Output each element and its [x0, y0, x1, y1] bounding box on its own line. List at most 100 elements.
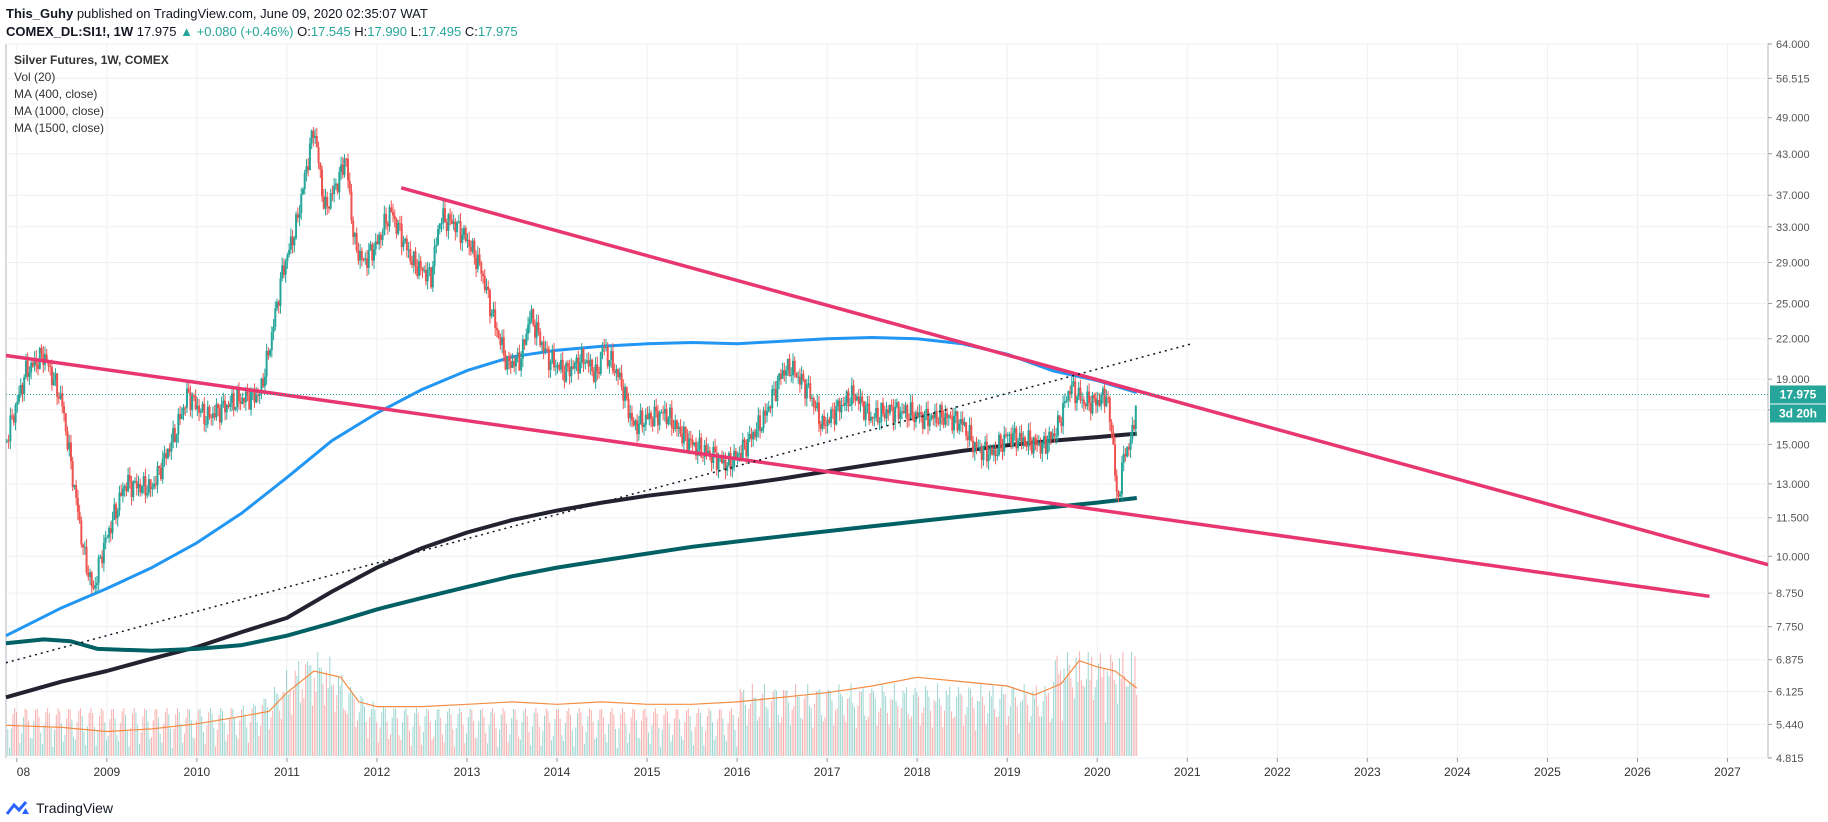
candle-body: [811, 397, 814, 399]
candle-body: [359, 251, 362, 261]
candle-body: [385, 213, 388, 224]
candle-body: [561, 359, 564, 372]
candle-body: [921, 413, 924, 429]
x-tick-label: 2027: [1714, 765, 1741, 779]
candle-body: [904, 405, 907, 414]
candle-body: [959, 419, 962, 424]
candle-body: [1115, 475, 1118, 492]
candle-body: [405, 238, 408, 251]
candle-body: [897, 402, 900, 419]
candle-body: [97, 557, 100, 584]
candle-body: [991, 447, 994, 455]
candle-body: [930, 415, 933, 420]
candle-body: [1129, 439, 1132, 450]
candle-body: [262, 378, 265, 387]
footer: TradingView: [6, 800, 113, 816]
candle-body: [487, 286, 490, 291]
candle-body: [797, 376, 800, 378]
candle-body: [78, 512, 81, 521]
x-tick-label: 2016: [724, 765, 751, 779]
candle-body: [1018, 432, 1021, 441]
candle-body: [30, 362, 33, 373]
candle-body: [573, 362, 576, 369]
candle-body: [843, 402, 846, 406]
chart-canvas[interactable]: 64.000 56.515 49.000 43.000 37.000 33.000 29.0…: [0, 0, 1828, 790]
candle-body: [731, 466, 734, 470]
candle-body: [634, 420, 637, 426]
candle-body: [1048, 431, 1051, 444]
candle-body: [518, 352, 521, 371]
candle-body: [786, 358, 789, 371]
y-tick-label: 29.000: [1776, 257, 1810, 269]
candle-body: [695, 442, 698, 456]
candle-body: [286, 255, 289, 262]
candle-body: [563, 371, 566, 382]
candle-body: [559, 359, 562, 370]
candle-body: [599, 351, 602, 374]
candle-body: [295, 214, 298, 239]
ohlc-line: COMEX_DL:SI1!, 1W 17.975 ▲ +0.080 (+0.46…: [6, 23, 518, 41]
candle-body: [222, 400, 225, 404]
volume-bars: [7, 651, 1138, 756]
candle-body: [994, 449, 997, 456]
candle-body: [788, 358, 791, 376]
candle-body: [85, 546, 88, 573]
candle-body: [882, 402, 885, 414]
candle-body: [1023, 437, 1026, 445]
candle-body: [766, 411, 769, 416]
candle-body: [857, 396, 860, 404]
indicator-legend: Silver Futures, 1W, COMEX Vol (20) MA (400…: [14, 53, 169, 135]
candle-body: [835, 405, 838, 425]
candle-body: [456, 222, 459, 233]
price-tag: [1770, 385, 1826, 404]
candle-body: [802, 373, 805, 380]
y-tick-label: 25.000: [1776, 298, 1810, 310]
candle-body: [187, 388, 190, 393]
candle-body: [925, 408, 928, 414]
candle-body: [459, 221, 462, 243]
candle-body: [989, 447, 992, 455]
candle-body: [620, 372, 623, 387]
candle-body: [783, 370, 786, 376]
x-tick-label: 2022: [1264, 765, 1291, 779]
high-label: H:: [354, 24, 368, 39]
symbol-label[interactable]: COMEX_DL:SI1!, 1W: [6, 24, 134, 39]
candle-body: [842, 404, 845, 406]
candle-body: [269, 350, 272, 356]
candle-body: [99, 556, 102, 558]
low-label: L:: [410, 24, 422, 39]
candle-body: [675, 420, 678, 429]
candle-body: [778, 373, 781, 381]
candle-body: [589, 359, 592, 367]
candle-body: [142, 476, 145, 487]
candle-body: [1041, 441, 1044, 454]
candle-body: [95, 583, 98, 586]
candle-body: [38, 348, 41, 369]
candle-body: [849, 404, 852, 407]
candle-body: [622, 386, 625, 401]
candle-body: [308, 143, 311, 171]
candle-body: [795, 372, 798, 377]
candle-body: [987, 454, 990, 462]
x-tick-label: 08: [17, 765, 31, 779]
candle-body: [940, 405, 943, 418]
candle-body: [343, 158, 346, 175]
candle-body: [497, 330, 500, 338]
candle-body: [791, 360, 794, 376]
tradingview-logo-icon[interactable]: [6, 800, 30, 816]
publish-info: published on TradingView.com, June 09, 2…: [76, 6, 428, 21]
candle-body: [411, 261, 414, 266]
candle-body: [327, 206, 330, 209]
candle-body: [533, 324, 536, 338]
candle-body: [885, 409, 888, 419]
footer-brand[interactable]: TradingView: [36, 800, 114, 816]
candle-body: [260, 378, 263, 395]
candle-body: [135, 481, 138, 489]
candle-body: [333, 185, 336, 195]
candle-body: [445, 222, 448, 231]
author-name[interactable]: This_Guhy: [6, 6, 74, 21]
candle-body: [942, 417, 945, 425]
candle-body: [480, 262, 483, 274]
candle-body: [196, 405, 199, 410]
candle-body: [812, 397, 815, 407]
